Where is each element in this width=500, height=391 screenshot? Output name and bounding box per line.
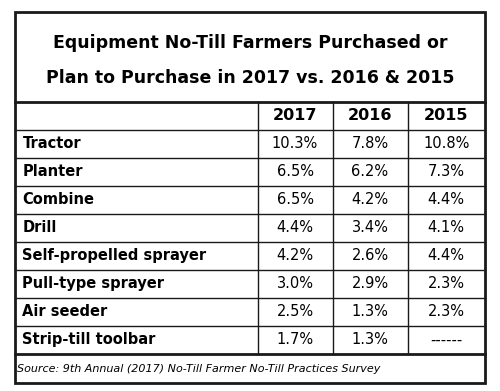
Text: 2.3%: 2.3%: [428, 276, 465, 291]
Text: Drill: Drill: [22, 220, 57, 235]
Text: 3.4%: 3.4%: [352, 220, 389, 235]
Text: 2.9%: 2.9%: [352, 276, 389, 291]
Text: 2.3%: 2.3%: [428, 304, 465, 319]
Text: 10.8%: 10.8%: [423, 136, 470, 151]
Text: Pull-type sprayer: Pull-type sprayer: [22, 276, 165, 291]
Text: Planter: Planter: [22, 164, 83, 179]
Text: 4.2%: 4.2%: [352, 192, 389, 207]
Text: 6.5%: 6.5%: [276, 164, 314, 179]
Text: 2017: 2017: [273, 108, 318, 123]
Text: Air seeder: Air seeder: [22, 304, 108, 319]
Text: Plan to Purchase in 2017 vs. 2016 & 2015: Plan to Purchase in 2017 vs. 2016 & 2015: [46, 69, 454, 87]
Text: 2016: 2016: [348, 108, 392, 123]
Text: ------: ------: [430, 332, 462, 347]
Text: 6.2%: 6.2%: [352, 164, 389, 179]
Text: 3.0%: 3.0%: [276, 276, 314, 291]
Text: Strip-till toolbar: Strip-till toolbar: [22, 332, 156, 347]
Text: 10.3%: 10.3%: [272, 136, 318, 151]
Text: 4.2%: 4.2%: [276, 248, 314, 263]
Text: 7.3%: 7.3%: [428, 164, 465, 179]
Text: 1.3%: 1.3%: [352, 332, 389, 347]
Text: 2.5%: 2.5%: [276, 304, 314, 319]
Text: 7.8%: 7.8%: [352, 136, 389, 151]
Text: 1.3%: 1.3%: [352, 304, 389, 319]
Text: 6.5%: 6.5%: [276, 192, 314, 207]
Text: 4.4%: 4.4%: [428, 248, 465, 263]
Text: 2015: 2015: [424, 108, 469, 123]
Text: Self-propelled sprayer: Self-propelled sprayer: [22, 248, 206, 263]
Text: 1.7%: 1.7%: [276, 332, 314, 347]
Text: 2.6%: 2.6%: [352, 248, 389, 263]
Text: 4.4%: 4.4%: [276, 220, 314, 235]
Text: Equipment No-Till Farmers Purchased or: Equipment No-Till Farmers Purchased or: [53, 34, 448, 52]
Text: 4.1%: 4.1%: [428, 220, 465, 235]
Text: Tractor: Tractor: [22, 136, 81, 151]
Text: Combine: Combine: [22, 192, 95, 207]
Text: Source: 9th Annual (2017) No-Till Farmer No-Till Practices Survey: Source: 9th Annual (2017) No-Till Farmer…: [18, 364, 381, 373]
Text: 4.4%: 4.4%: [428, 192, 465, 207]
